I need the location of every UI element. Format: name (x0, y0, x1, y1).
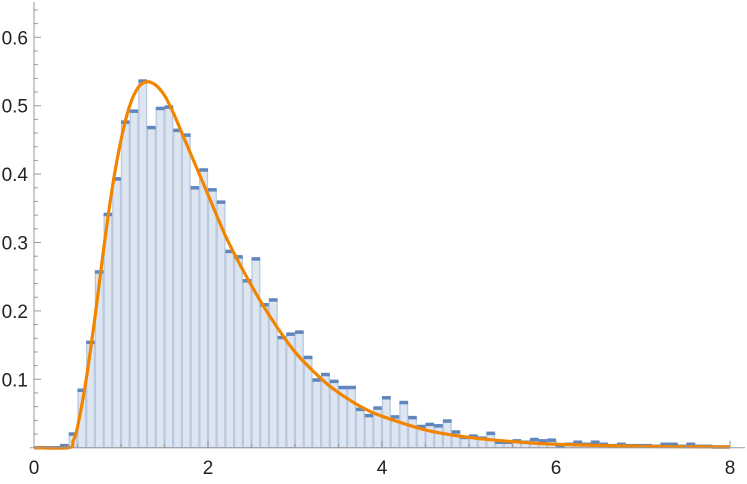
histogram-bar (225, 250, 235, 449)
y-tick-label: 0.6 (2, 28, 28, 49)
x-tick-labels: 0 2 4 6 8 (29, 458, 736, 479)
x-tick-label: 8 (725, 458, 736, 479)
histogram-bar (103, 213, 113, 449)
x-tick-label: 6 (551, 458, 562, 479)
histogram-bar (434, 425, 444, 449)
histogram-bar (407, 416, 417, 449)
histogram-bar (207, 189, 217, 449)
histogram-bar (155, 107, 165, 449)
histogram-bar (112, 178, 122, 449)
histogram-bar (312, 379, 322, 449)
histogram-bar (425, 423, 435, 449)
histogram-bar (146, 126, 156, 449)
y-tick-label: 0.2 (2, 302, 28, 323)
histogram-bar (164, 106, 174, 449)
histogram-bar (181, 134, 191, 449)
histogram-bar (355, 408, 365, 449)
histogram-bars (34, 79, 731, 450)
axes (30, 2, 745, 449)
histogram-bar (277, 336, 287, 449)
histogram-bar (216, 201, 226, 449)
x-tick-label: 0 (29, 458, 40, 479)
y-tick-label: 0.4 (2, 165, 29, 186)
histogram-bar (199, 169, 209, 449)
histogram-bar (347, 386, 357, 449)
y-tick-label: 0.3 (2, 234, 28, 255)
fitted-curve (33, 80, 731, 450)
histogram-bar (129, 110, 139, 449)
histogram-bar (233, 256, 243, 449)
histogram-bar (260, 304, 270, 449)
histogram-bar (294, 331, 304, 449)
y-tick-label: 0.1 (2, 370, 28, 391)
x-tick-label: 2 (203, 458, 214, 479)
y-tick-labels: 0.1 0.2 0.3 0.4 0.5 0.6 (2, 28, 29, 391)
histogram-bar (381, 397, 391, 449)
histogram-bar (242, 280, 252, 449)
histogram-bar (173, 129, 183, 449)
x-tick-label: 4 (377, 458, 388, 479)
histogram-bar (138, 80, 148, 449)
y-tick-label: 0.5 (2, 97, 28, 118)
histogram-bar (364, 414, 374, 449)
histogram-bar (120, 121, 130, 449)
histogram-bar (190, 187, 200, 449)
